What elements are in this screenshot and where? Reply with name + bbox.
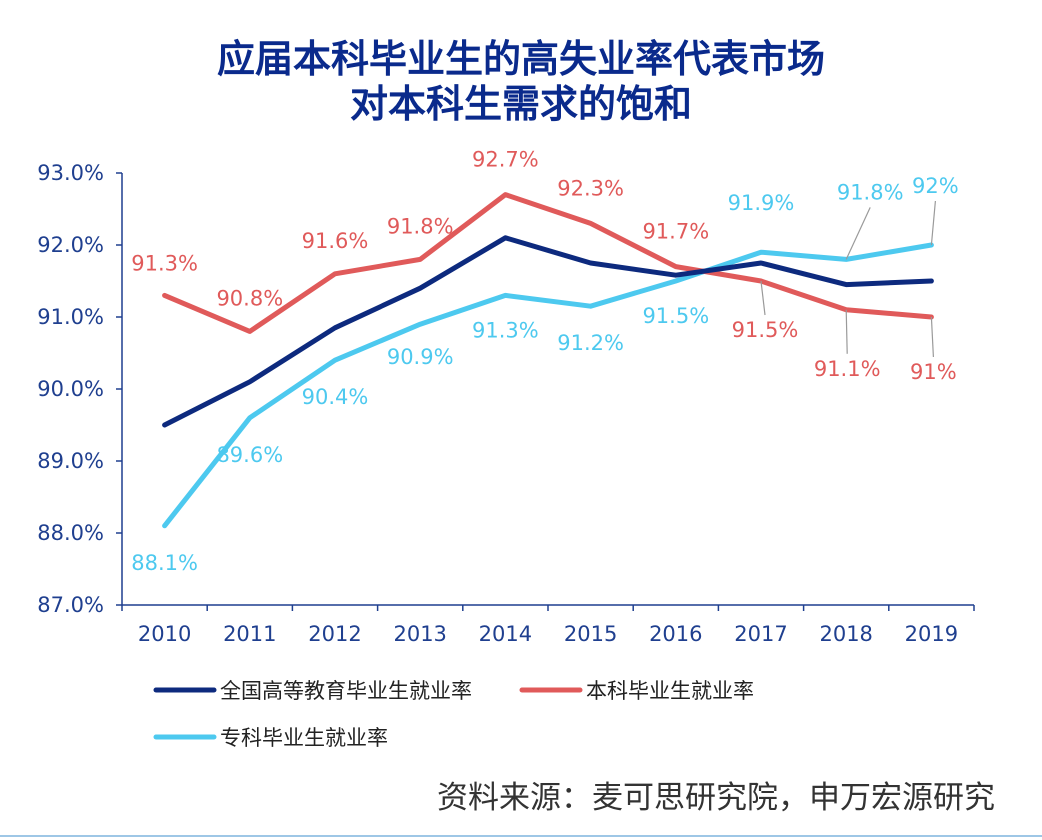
data-label-undergrad: 91.7% — [642, 220, 709, 244]
y-tick-label: 90.0% — [37, 377, 104, 401]
data-label-vocational: 91.3% — [472, 318, 539, 342]
x-tick-label: 2012 — [308, 622, 361, 646]
data-label-vocational: 91.8% — [837, 180, 904, 204]
y-tick-label: 93.0% — [37, 161, 104, 185]
series-lines — [162, 192, 934, 529]
x-tick-label: 2011 — [223, 622, 276, 646]
data-label-undergrad: 90.8% — [216, 286, 283, 310]
chart-title-line-1: 应届本科毕业生的高失业率代表市场 — [217, 37, 825, 81]
label-leader-line — [930, 316, 934, 358]
data-label-vocational: 90.4% — [302, 385, 369, 409]
chart-title: 应届本科毕业生的高失业率代表市场 对本科生需求的饱和 — [217, 37, 825, 126]
series-line-national — [162, 235, 934, 428]
data-labels: 91.3% 90.8% 91.6% 91.8% 92.7% 92.3% 91.7% 91.5%… — [131, 148, 959, 575]
data-label-vocational: 88.1% — [131, 551, 198, 575]
x-tick-label: 2015 — [564, 622, 617, 646]
data-label-undergrad: 91.5% — [732, 318, 799, 342]
series-line-undergrad — [162, 192, 934, 334]
x-tick-label: 2017 — [734, 622, 787, 646]
data-label-vocational: 92% — [912, 174, 959, 198]
axes: 93.0% 92.0% 91.0% 90.0% 89.0% 88.0% 87.0% 2010 2… — [37, 161, 975, 646]
data-label-undergrad: 91% — [910, 360, 957, 384]
y-tick-label: 87.0% — [37, 593, 104, 617]
data-label-undergrad: 91.3% — [131, 251, 198, 275]
legend-label-vocational: 专科毕业生就业率 — [220, 726, 388, 750]
data-label-vocational: 89.6% — [216, 443, 283, 467]
source-note: 资料来源：麦可思研究院，申万宏源研究 — [437, 780, 995, 816]
data-label-undergrad: 91.1% — [814, 357, 881, 381]
x-tick-label: 2019 — [905, 622, 958, 646]
x-tick-label: 2014 — [479, 622, 532, 646]
label-leader-line — [930, 200, 936, 246]
y-tick-label: 89.0% — [37, 449, 104, 473]
label-leader-lines — [760, 200, 936, 358]
x-tick-label: 2010 — [138, 622, 191, 646]
legend-label-undergrad: 本科毕业生就业率 — [586, 679, 754, 703]
x-tick-label: 2016 — [649, 622, 702, 646]
data-label-vocational: 90.9% — [387, 345, 454, 369]
label-leader-line — [845, 309, 848, 354]
data-label-undergrad: 92.7% — [472, 148, 539, 172]
label-leader-line — [845, 207, 871, 260]
data-label-vocational: 91.2% — [557, 331, 624, 355]
x-tick-label: 2013 — [393, 622, 446, 646]
y-tick-label: 92.0% — [37, 233, 104, 257]
x-tick-label: 2018 — [819, 622, 872, 646]
legend-label-national: 全国高等教育毕业生就业率 — [220, 679, 472, 703]
data-label-undergrad: 91.6% — [302, 229, 369, 253]
chart-title-line-2: 对本科生需求的饱和 — [350, 82, 692, 126]
data-label-vocational: 91.9% — [728, 191, 795, 215]
data-label-vocational: 91.5% — [642, 304, 709, 328]
y-tick-label: 88.0% — [37, 521, 104, 545]
data-label-undergrad: 91.8% — [387, 214, 454, 238]
label-leader-line — [760, 280, 766, 316]
series-line-vocational — [162, 242, 934, 529]
data-label-undergrad: 92.3% — [557, 176, 624, 200]
y-tick-label: 91.0% — [37, 305, 104, 329]
